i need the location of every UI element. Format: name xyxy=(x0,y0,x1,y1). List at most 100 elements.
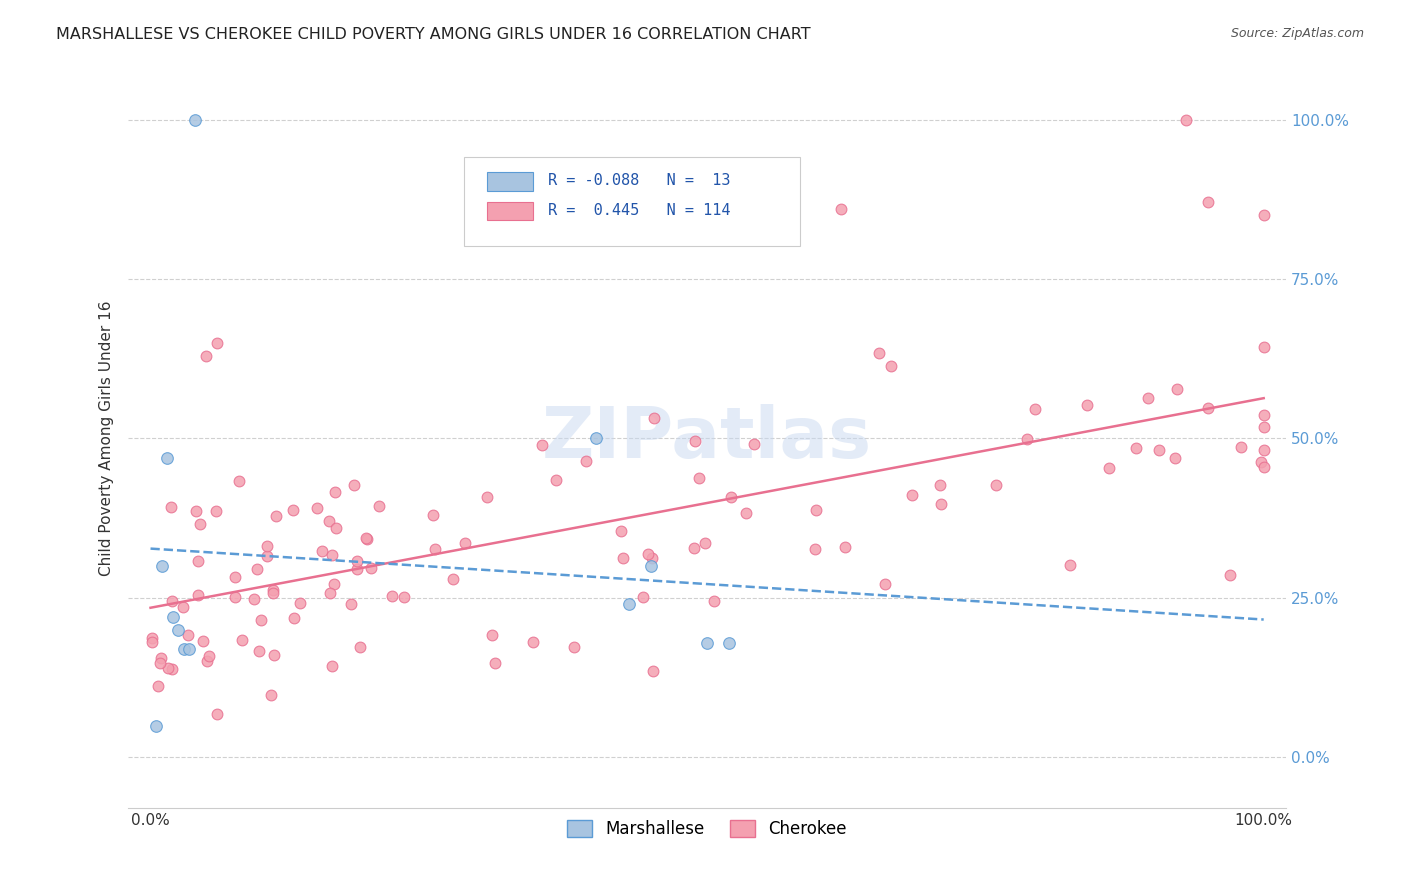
Text: Source: ZipAtlas.com: Source: ZipAtlas.com xyxy=(1230,27,1364,40)
Marshallese xyxy=(145,718,167,732)
Cherokee xyxy=(1174,112,1197,127)
Cherokee xyxy=(633,591,655,605)
Marshallese xyxy=(640,559,662,574)
Cherokee xyxy=(441,573,464,587)
Marshallese xyxy=(696,635,718,649)
Cherokee xyxy=(1015,432,1038,446)
Cherokee xyxy=(205,706,228,721)
Cherokee xyxy=(562,640,585,655)
Cherokee xyxy=(868,346,890,360)
Cherokee xyxy=(187,588,209,602)
Marshallese xyxy=(162,610,184,624)
Cherokee xyxy=(643,664,665,678)
Cherokee xyxy=(484,656,506,670)
Bar xyxy=(486,202,533,220)
Cherokee xyxy=(1147,442,1170,457)
Marshallese xyxy=(150,559,173,574)
Cherokee xyxy=(929,497,952,511)
Cherokee xyxy=(1253,408,1275,422)
Marshallese xyxy=(617,597,640,611)
Cherokee xyxy=(1197,195,1219,210)
Cherokee xyxy=(1253,340,1275,354)
Marshallese xyxy=(179,642,201,657)
Marshallese xyxy=(585,432,607,446)
Cherokee xyxy=(477,491,499,505)
Text: R = -0.088   N =  13: R = -0.088 N = 13 xyxy=(548,173,731,188)
Cherokee xyxy=(323,485,346,500)
Text: MARSHALLESE VS CHEROKEE CHILD POVERTY AMONG GIRLS UNDER 16 CORRELATION CHART: MARSHALLESE VS CHEROKEE CHILD POVERTY AM… xyxy=(56,27,811,42)
Cherokee xyxy=(1098,461,1121,475)
Cherokee xyxy=(901,488,924,502)
Cherokee xyxy=(188,516,211,531)
Cherokee xyxy=(247,643,270,657)
Cherokee xyxy=(187,554,209,568)
Marshallese xyxy=(184,112,207,127)
Cherokee xyxy=(368,499,391,513)
Cherokee xyxy=(160,662,183,676)
Cherokee xyxy=(262,586,284,600)
Marshallese xyxy=(718,635,741,649)
Cherokee xyxy=(392,590,415,604)
Cherokee xyxy=(146,679,169,693)
Cherokee xyxy=(1219,568,1241,582)
Cherokee xyxy=(325,521,347,535)
Cherokee xyxy=(263,648,285,662)
Cherokee xyxy=(256,539,278,553)
Cherokee xyxy=(262,582,284,597)
Cherokee xyxy=(880,359,903,373)
Cherokee xyxy=(231,633,253,648)
Cherokee xyxy=(873,577,896,591)
Cherokee xyxy=(522,635,544,649)
Cherokee xyxy=(141,631,163,645)
Cherokee xyxy=(1253,208,1275,222)
Y-axis label: Child Poverty Among Girls Under 16: Child Poverty Among Girls Under 16 xyxy=(100,301,114,576)
Cherokee xyxy=(1076,398,1098,412)
Cherokee xyxy=(1230,440,1253,454)
Cherokee xyxy=(929,478,952,492)
Cherokee xyxy=(349,640,371,654)
Legend: Marshallese, Cherokee: Marshallese, Cherokee xyxy=(561,813,853,845)
Cherokee xyxy=(160,500,183,515)
Cherokee xyxy=(742,436,765,450)
Cherokee xyxy=(688,471,710,485)
Cherokee xyxy=(703,594,725,608)
Marshallese xyxy=(173,642,195,657)
Cherokee xyxy=(575,454,598,468)
Cherokee xyxy=(804,503,827,517)
Cherokee xyxy=(249,613,271,627)
Cherokee xyxy=(260,689,283,703)
Cherokee xyxy=(283,611,305,625)
Cherokee xyxy=(195,654,218,668)
Cherokee xyxy=(266,508,288,523)
Cherokee xyxy=(319,585,342,599)
Cherokee xyxy=(346,554,368,568)
Cherokee xyxy=(311,544,333,558)
Cherokee xyxy=(1253,443,1275,458)
Cherokee xyxy=(834,540,856,554)
Cherokee xyxy=(290,596,312,610)
Bar xyxy=(486,172,533,191)
Cherokee xyxy=(1166,382,1188,396)
Cherokee xyxy=(339,597,361,611)
Cherokee xyxy=(425,541,447,556)
Cherokee xyxy=(224,570,246,584)
Cherokee xyxy=(343,477,366,491)
Marshallese xyxy=(167,623,190,637)
Cherokee xyxy=(318,514,340,528)
Cherokee xyxy=(735,506,758,520)
Cherokee xyxy=(160,594,183,608)
Text: R =  0.445   N = 114: R = 0.445 N = 114 xyxy=(548,203,731,218)
Cherokee xyxy=(354,531,377,545)
Cherokee xyxy=(454,536,477,550)
Cherokee xyxy=(356,532,378,546)
Cherokee xyxy=(156,661,179,675)
Cherokee xyxy=(207,335,229,350)
Cherokee xyxy=(643,411,665,425)
Cherokee xyxy=(1163,451,1185,466)
Cherokee xyxy=(720,490,742,504)
Cherokee xyxy=(984,477,1007,491)
Cherokee xyxy=(1253,420,1275,434)
Cherokee xyxy=(381,589,404,603)
Cherokee xyxy=(612,551,634,566)
Cherokee xyxy=(830,202,852,216)
